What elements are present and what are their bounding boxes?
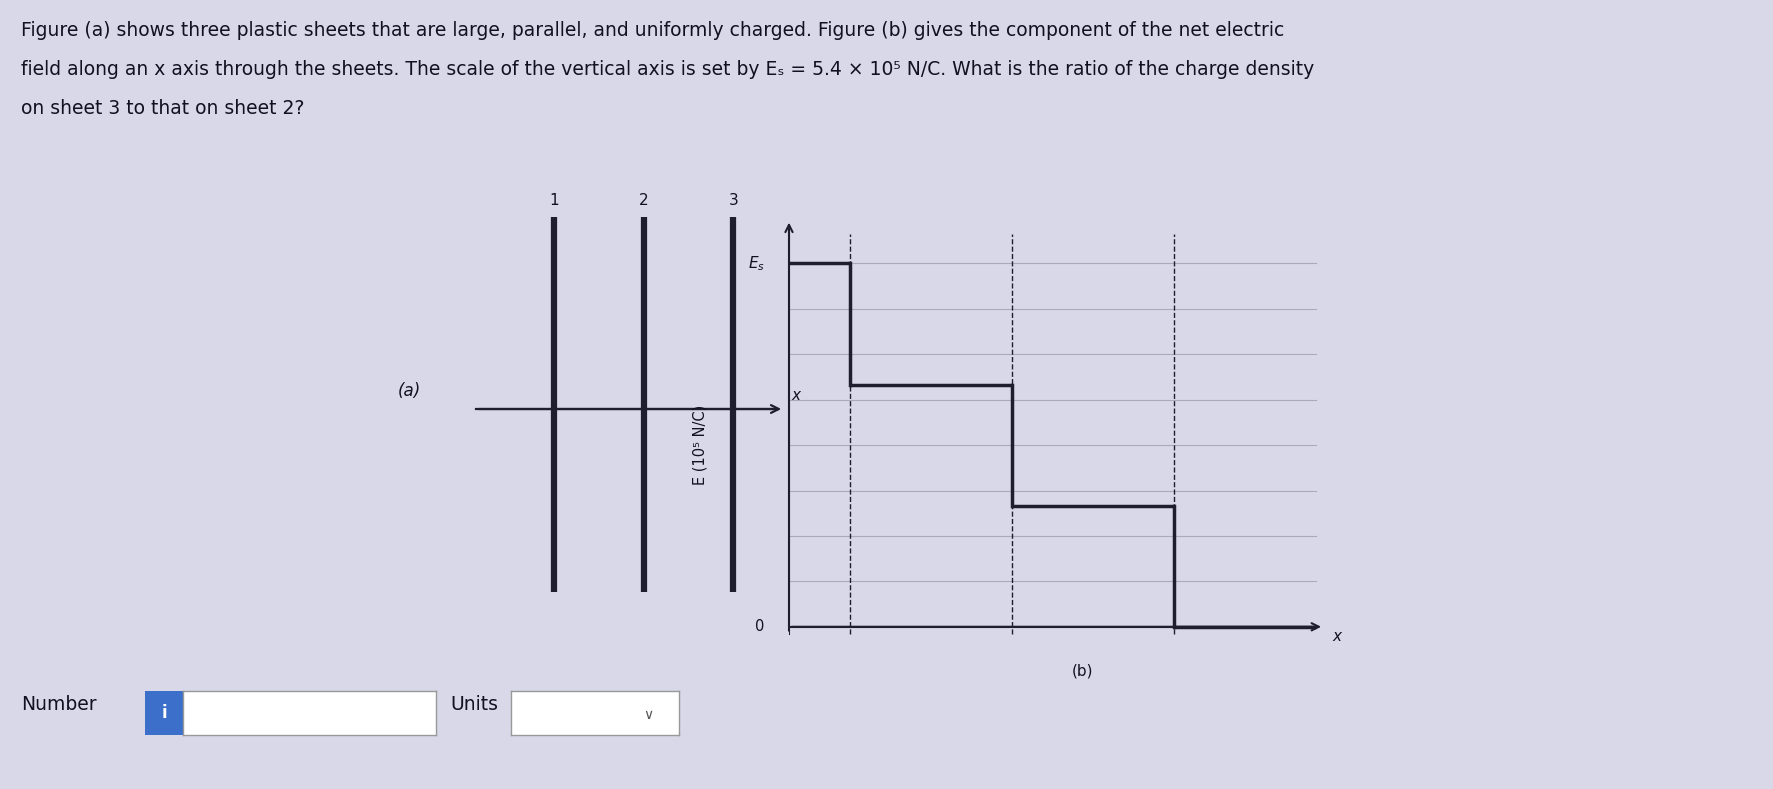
Text: Figure (a) shows three plastic sheets that are large, parallel, and uniformly ch: Figure (a) shows three plastic sheets th… [21, 21, 1284, 39]
Text: field along an x axis through the sheets. The scale of the vertical axis is set : field along an x axis through the sheets… [21, 60, 1314, 79]
Text: Number: Number [21, 695, 98, 714]
Text: on sheet 3 to that on sheet 2?: on sheet 3 to that on sheet 2? [21, 99, 305, 118]
Text: 0: 0 [755, 619, 764, 634]
Text: (b): (b) [1073, 664, 1094, 679]
Text: $E_s$: $E_s$ [748, 254, 764, 273]
Text: Units: Units [450, 695, 498, 714]
Text: E (10⁵ N/C): E (10⁵ N/C) [691, 405, 707, 485]
Text: 3: 3 [729, 193, 738, 208]
Text: x: x [793, 387, 801, 403]
Text: (a): (a) [397, 382, 422, 400]
Text: i: i [161, 705, 167, 722]
Text: ∨: ∨ [644, 709, 654, 723]
Text: x: x [1332, 630, 1340, 645]
Text: 1: 1 [550, 193, 558, 208]
Text: 2: 2 [638, 193, 649, 208]
